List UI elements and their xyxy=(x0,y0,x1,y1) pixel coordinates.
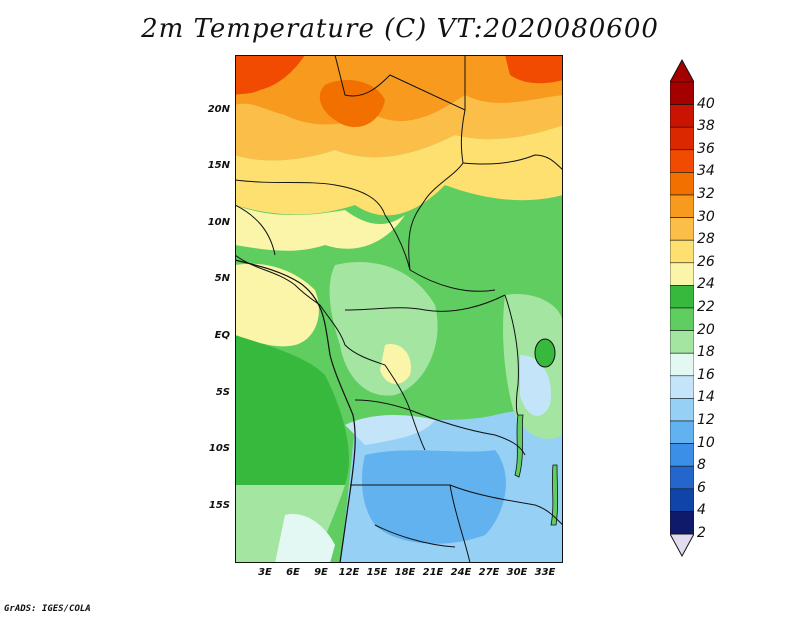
colorbar-swatch xyxy=(670,262,694,286)
temperature-zone-34-east xyxy=(505,55,563,84)
x-tick-label: 30E xyxy=(506,567,528,578)
y-tick-label: 10N xyxy=(207,217,230,228)
x-tick-label: 18E xyxy=(394,567,416,578)
grads-credit: GrADS: IGES/COLA xyxy=(4,604,91,614)
x-tick-label: 33E xyxy=(534,567,556,578)
temperature-zone-24-basin xyxy=(380,344,411,385)
y-tick-label: 5S xyxy=(215,387,230,398)
colorbar-tick-label: 30 xyxy=(697,208,715,225)
colorbar-tick-label: 38 xyxy=(697,118,715,135)
map-title: 2m Temperature (C) VT:2020080600 xyxy=(141,14,659,44)
colorbar-swatch xyxy=(670,81,694,105)
colorbar-tick-label: 14 xyxy=(697,389,715,406)
colorbar-swatch xyxy=(670,352,694,377)
temperature-zone-16-south xyxy=(345,415,435,445)
colorbar-swatch xyxy=(670,217,694,241)
temperature-zone-24-north xyxy=(235,205,405,251)
colorbar-swatch xyxy=(670,420,694,444)
colorbar-tick-label: 4 xyxy=(697,502,706,519)
colorbar-tick-label: 10 xyxy=(697,434,715,451)
colorbar-swatch xyxy=(670,375,694,399)
temperature-map xyxy=(235,55,563,563)
colorbar-swatch xyxy=(670,330,694,354)
colorbar-swatch xyxy=(670,398,694,422)
colorbar-tick-label: 34 xyxy=(697,163,715,180)
colorbar-tick-label: 28 xyxy=(697,231,715,248)
lake-tanganyika xyxy=(514,414,524,478)
colorbar-swatch xyxy=(670,126,694,151)
colorbar-tick-label: 20 xyxy=(697,321,715,338)
colorbar-swatch xyxy=(670,239,694,264)
colorbar-tick-label: 32 xyxy=(697,186,715,202)
colorbar-tick-label: 8 xyxy=(697,457,706,474)
colorbar-swatch xyxy=(670,194,694,218)
temperature-zone-24-gulf xyxy=(235,263,319,347)
coastline xyxy=(235,259,356,563)
y-tick-label: 15N xyxy=(207,160,230,171)
temperature-zone-18-ocean xyxy=(275,514,335,563)
colorbar-underflow-arrow xyxy=(670,533,694,558)
x-tick-label: 27E xyxy=(478,567,500,578)
temperature-zone-34-west xyxy=(235,55,305,95)
colorbar-overflow-arrow xyxy=(670,58,694,83)
colorbar-tick-label: 16 xyxy=(697,366,715,383)
colorbar-tick-label: 24 xyxy=(697,276,715,293)
x-tick-label: 9E xyxy=(314,567,328,578)
x-tick-label: 3E xyxy=(258,567,272,578)
colorbar xyxy=(670,58,694,558)
colorbar-swatch xyxy=(670,307,694,331)
temperature-zone-20-central xyxy=(329,261,438,396)
colorbar-swatch xyxy=(670,149,694,173)
colorbar-swatch xyxy=(670,488,694,512)
temperature-zone-30 xyxy=(235,55,563,125)
map-svg xyxy=(235,55,563,563)
colorbar-swatch xyxy=(670,443,694,467)
x-tick-label: 24E xyxy=(450,567,472,578)
temperature-zone-26 xyxy=(235,125,563,216)
colorbar-tick-label: 18 xyxy=(697,344,715,361)
y-tick-label: 5N xyxy=(214,273,230,284)
lake-victoria xyxy=(534,338,556,368)
x-tick-label: 12E xyxy=(338,567,360,578)
colorbar-tick-label: 40 xyxy=(697,95,715,112)
colorbar-tick-label: 22 xyxy=(697,299,715,315)
colorbar-swatch xyxy=(670,172,694,196)
colorbar-swatch xyxy=(670,285,694,309)
colorbar-tick-label: 2 xyxy=(697,525,706,541)
x-tick-label: 15E xyxy=(366,567,388,578)
temperature-zone-16-east xyxy=(520,355,551,416)
y-tick-label: 10S xyxy=(208,443,230,454)
colorbar-swatch xyxy=(670,465,694,490)
colorbar-tick-label: 12 xyxy=(697,412,715,428)
colorbar-tick-label: 6 xyxy=(697,479,706,496)
temperature-zone-10-south xyxy=(362,450,506,544)
x-tick-label: 21E xyxy=(422,567,444,578)
map-frame xyxy=(235,55,563,563)
colorbar-tick-label: 36 xyxy=(697,140,715,157)
colorbar-swatch xyxy=(670,104,694,128)
y-tick-label: EQ xyxy=(214,330,230,341)
temperature-zone-22-ocean xyxy=(235,335,349,485)
colorbar-swatch xyxy=(670,511,694,535)
y-tick-label: 15S xyxy=(208,500,230,511)
colorbar-tick-label: 26 xyxy=(697,253,715,270)
lake-malawi xyxy=(550,464,559,526)
x-tick-label: 6E xyxy=(286,567,300,578)
y-tick-label: 20N xyxy=(207,104,230,115)
country-borders xyxy=(235,55,563,563)
